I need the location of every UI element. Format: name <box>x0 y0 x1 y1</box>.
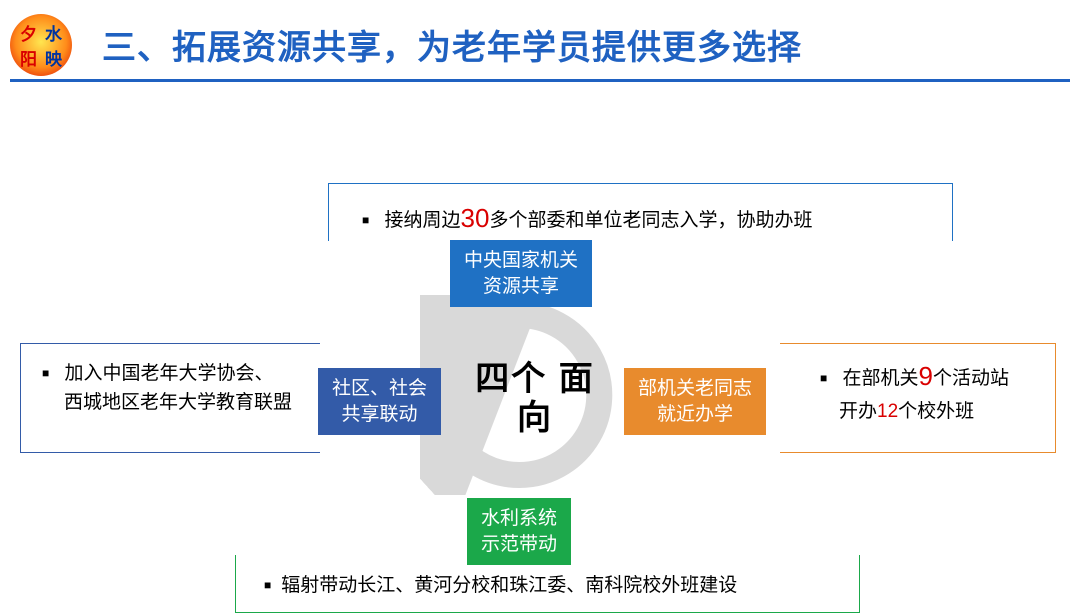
logo-char: 水 <box>45 20 62 45</box>
logo-char: 夕 <box>20 20 37 45</box>
header: 夕 水 阳 映 三、拓展资源共享，为老年学员提供更多选择 <box>10 10 1070 82</box>
bullet-left: 加入中国老年大学协会、 西城地区老年大学教育联盟 <box>42 359 322 418</box>
highlight-number: 9 <box>919 361 933 391</box>
bullet-right-2: 开办12个校外班 <box>839 396 974 423</box>
bullet-top: 接纳周边30多个部委和单位老同志入学，协助办班 <box>362 198 812 238</box>
highlight-number: 30 <box>461 203 490 233</box>
highlight-number: 12 <box>877 401 898 422</box>
diagram-center-label: 四个 面向 <box>475 360 595 438</box>
facet-box-ministry: 部机关老同志 就近办学 <box>624 368 766 435</box>
logo-char: 阳 <box>20 45 37 70</box>
page-title: 三、拓展资源共享，为老年学员提供更多选择 <box>102 20 802 69</box>
facet-box-community: 社区、社会 共享联动 <box>318 368 441 435</box>
bullet-right-1: 在部机关9个活动站 <box>820 356 1009 396</box>
facet-box-central-gov: 中央国家机关 资源共享 <box>450 240 592 307</box>
logo-char: 映 <box>45 45 62 70</box>
four-facets-diagram: 四个 面向 中央国家机关 资源共享 社区、社会 共享联动 部机关老同志 就近办学… <box>0 90 1080 615</box>
bullet-bottom: 辐射带动长江、黄河分校和珠江委、南科院校外班建设 <box>264 571 737 600</box>
site-logo: 夕 水 阳 映 <box>10 14 72 76</box>
